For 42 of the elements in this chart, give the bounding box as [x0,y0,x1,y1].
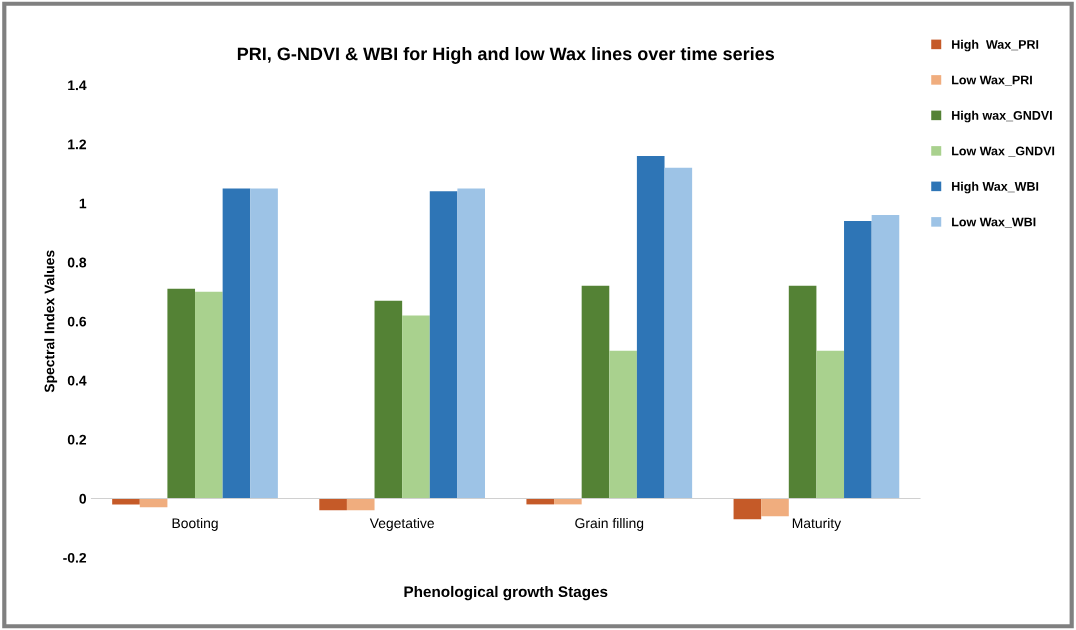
y-tick-label: 0.6 [67,316,87,327]
x-tick-label: Booting [172,517,218,531]
bar [402,315,430,499]
bar [429,191,458,499]
bar [844,220,872,499]
bar [346,498,375,511]
legend-label: Low Wax _GNDVI [952,146,1055,157]
legend-label: High Wax_WBI [952,181,1039,194]
legend-label: Low Wax_WBI [952,217,1036,228]
bar [664,167,693,499]
bar [609,350,637,499]
bar [457,188,486,499]
y-tick-label: 0.8 [67,257,87,268]
x-tick-label: Grain filling [575,517,644,531]
legend-label: Low Wax_PRI [952,75,1032,86]
y-tick-label: 0.2 [67,434,87,445]
y-tick-label: -0.2 [63,552,87,563]
chart-title: PRI, G-NDVI & WBI for High and low Wax lines over time series [237,46,775,64]
y-axis-title: Spectral Index Values [44,250,58,393]
bar [581,285,610,499]
y-tick-label: 1.2 [68,139,87,150]
bar [871,214,900,499]
legend-label: High wax_GNDVI [952,110,1052,123]
bar [374,300,403,499]
bar [319,498,347,511]
x-tick-label: Vegetative [369,517,434,531]
y-tick-label: 1 [79,198,87,209]
bar [636,155,665,499]
y-tick-label: 0 [79,493,87,504]
legend-label: High Wax_PRI [952,39,1039,52]
bar [250,188,278,499]
y-tick-label: 1.4 [68,80,87,91]
bar [816,350,845,499]
x-tick-label: Maturity [792,517,842,531]
bar [733,498,762,520]
bar [788,285,817,499]
bar [195,291,223,499]
x-axis-title: Phenological growth Stages [404,585,608,601]
bar [761,498,789,517]
y-tick-label: 0.4 [67,375,87,386]
bar [167,288,196,499]
bar [222,188,251,499]
